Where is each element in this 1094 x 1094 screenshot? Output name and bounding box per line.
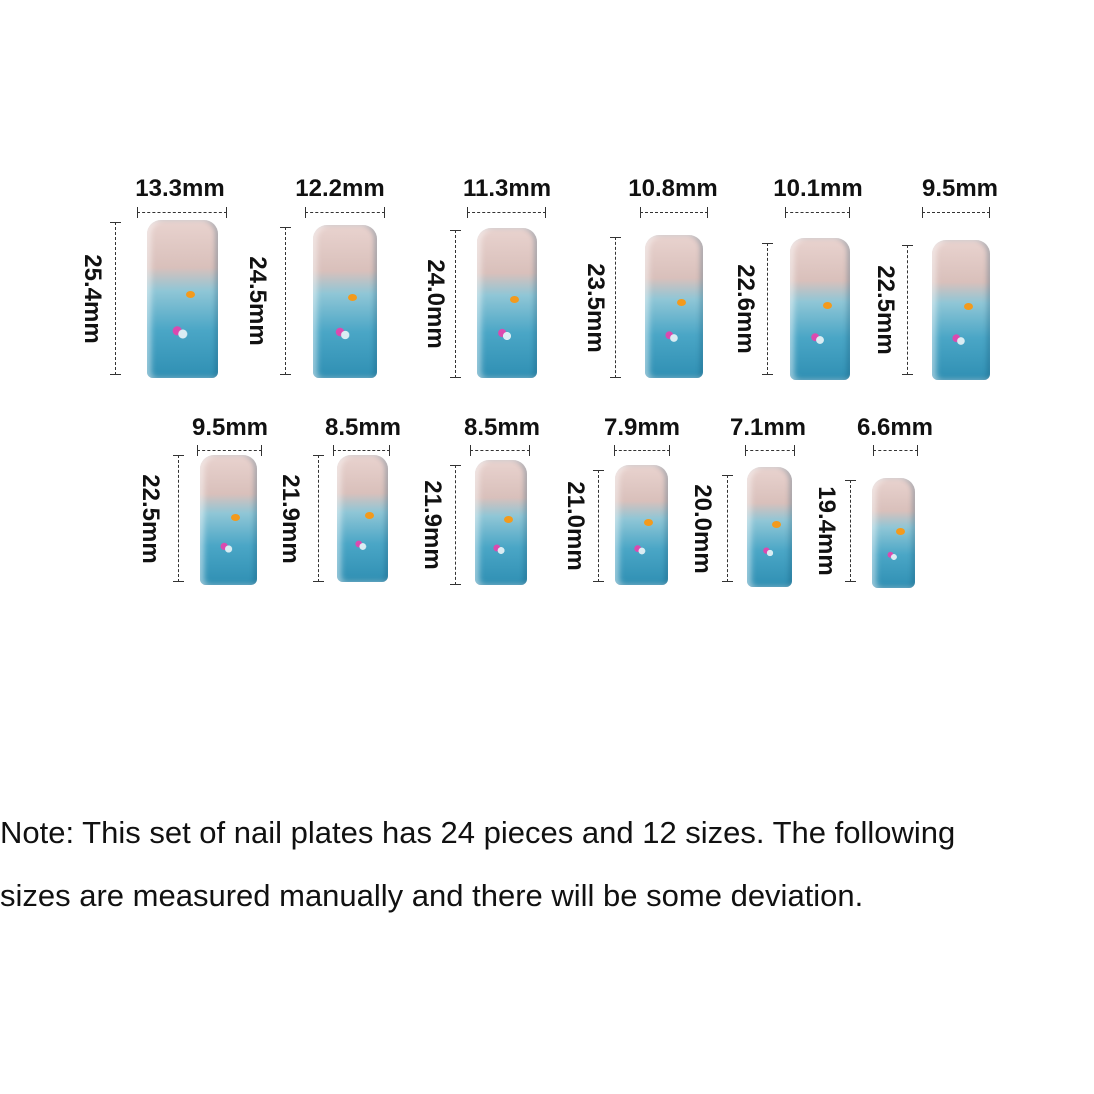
nail-tip-image: [872, 478, 915, 588]
floral-decoration: [630, 539, 653, 564]
fish-decoration: [823, 301, 832, 309]
fish-decoration: [771, 521, 781, 528]
length-dimension-line: [762, 243, 773, 375]
width-label: 10.8mm: [628, 175, 718, 202]
length-label: 20.0mm: [689, 483, 716, 574]
length-dimension-line: [722, 475, 733, 582]
length-dimension-line: [173, 455, 184, 582]
nail-tip-image: [313, 225, 377, 378]
fish-decoration: [348, 293, 358, 301]
width-label: 7.9mm: [603, 414, 681, 441]
length-label: 21.0mm: [562, 481, 589, 571]
nail-tip-image: [932, 240, 990, 380]
floral-decoration: [332, 319, 358, 351]
width-label: 9.5mm: [921, 175, 999, 202]
floral-decoration: [808, 326, 832, 355]
fish-decoration: [186, 291, 196, 299]
nail-tip-image: [747, 467, 792, 587]
length-label: 22.5mm: [872, 265, 899, 355]
fish-decoration: [503, 516, 513, 524]
floral-decoration: [760, 541, 779, 566]
nail-tip-image: [477, 228, 537, 378]
width-label: 8.5mm: [324, 414, 402, 441]
nail-tip-image: [475, 460, 527, 585]
width-dimension-line: [470, 445, 530, 456]
width-dimension-line: [137, 207, 227, 218]
length-dimension-line: [280, 227, 291, 375]
floral-decoration: [662, 323, 686, 353]
floral-decoration: [217, 535, 240, 562]
length-dimension-line: [593, 470, 604, 582]
floral-decoration: [884, 546, 903, 569]
length-label: 24.5mm: [244, 256, 271, 346]
length-dimension-line: [450, 230, 461, 378]
width-label: 10.1mm: [773, 175, 863, 202]
nail-tip-image: [790, 238, 850, 380]
length-dimension-line: [110, 222, 121, 375]
fish-decoration: [963, 303, 973, 310]
length-label: 19.4mm: [813, 486, 840, 576]
width-dimension-line: [745, 445, 795, 456]
length-dimension-line: [313, 455, 324, 582]
length-dimension-line: [845, 480, 856, 582]
length-dimension-line: [902, 245, 913, 375]
width-label: 7.1mm: [729, 414, 807, 441]
floral-decoration: [490, 537, 512, 563]
length-label: 22.6mm: [732, 264, 759, 354]
floral-decoration: [352, 533, 373, 560]
fish-decoration: [510, 295, 519, 303]
width-dimension-line: [305, 207, 385, 218]
floral-decoration: [495, 321, 519, 351]
fish-decoration: [365, 512, 375, 520]
width-label: 9.5mm: [191, 414, 269, 441]
length-dimension-line: [610, 237, 621, 378]
length-label: 21.9mm: [277, 473, 304, 564]
nail-tip-image: [147, 220, 218, 378]
fish-decoration: [676, 299, 686, 307]
note-line-2: sizes are measured manually and there wi…: [0, 878, 864, 913]
width-dimension-line: [640, 207, 708, 218]
fish-decoration: [895, 527, 905, 535]
width-dimension-line: [614, 445, 670, 456]
width-label: 8.5mm: [463, 414, 541, 441]
width-dimension-line: [197, 445, 262, 456]
length-label: 24.0mm: [422, 259, 449, 349]
floral-decoration: [168, 317, 197, 350]
nail-tip-image: [200, 455, 257, 585]
width-label: 12.2mm: [295, 175, 385, 202]
width-label: 13.3mm: [135, 175, 225, 202]
width-dimension-line: [333, 445, 390, 456]
floral-decoration: [949, 326, 973, 355]
length-label: 21.9mm: [419, 480, 446, 570]
length-dimension-line: [450, 465, 461, 585]
width-label: 11.3mm: [462, 175, 552, 202]
width-dimension-line: [873, 445, 918, 456]
note-line-1: Note: This set of nail plates has 24 pie…: [0, 815, 956, 850]
width-dimension-line: [922, 207, 990, 218]
length-label: 25.4mm: [79, 253, 106, 344]
fish-decoration: [231, 513, 241, 521]
length-label: 23.5mm: [582, 262, 609, 353]
width-dimension-line: [785, 207, 850, 218]
nail-tip-image: [645, 235, 703, 378]
nail-tip-image: [615, 465, 668, 585]
width-label: 6.6mm: [856, 414, 934, 441]
width-dimension-line: [467, 207, 546, 218]
nail-tip-image: [337, 455, 388, 582]
length-label: 22.5mm: [137, 473, 164, 564]
fish-decoration: [644, 519, 654, 526]
